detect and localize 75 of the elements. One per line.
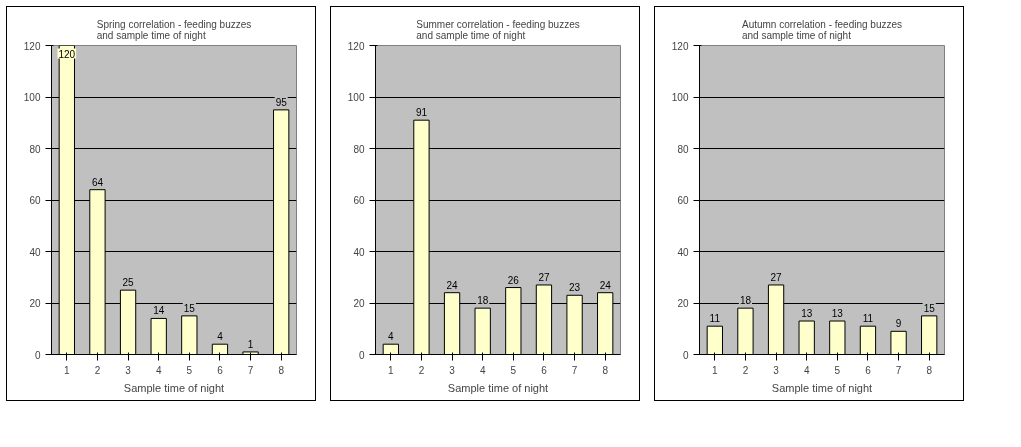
y-tick-label: 60 [677, 195, 689, 206]
x-tick-label: 8 [926, 364, 933, 376]
x-axis-title: Sample time of night [123, 381, 225, 394]
data-label: 1 [247, 338, 254, 350]
y-tick-label: 80 [677, 143, 689, 155]
chart-title: Autumn correlation - feeding buzzes and sample time of night [741, 18, 903, 41]
data-label: 95 [275, 96, 288, 108]
x-tick-label: 7 [571, 364, 578, 376]
y-tick-label: 120 [23, 40, 41, 52]
x-tick-label: 8 [602, 364, 609, 376]
data-label: 15 [183, 302, 196, 314]
x-tick-label: 5 [510, 364, 517, 376]
y-tick-label: 20 [353, 298, 365, 309]
data-label: 23 [569, 282, 581, 294]
y-tick-label: 60 [29, 195, 41, 206]
data-label: 120 [58, 48, 76, 60]
x-tick-label: 4 [155, 364, 162, 376]
x-tick-label: 6 [865, 364, 872, 376]
y-tick-label: 40 [29, 246, 41, 258]
y-tick-label: 60 [353, 195, 365, 206]
data-label: 13 [831, 308, 844, 320]
x-tick-label: 3 [449, 364, 456, 376]
y-tick-label: 80 [353, 143, 365, 155]
x-tick-label: 5 [834, 364, 841, 376]
y-tick-label: 120 [671, 40, 689, 52]
data-label: 24 [599, 279, 612, 291]
data-label: 13 [801, 308, 813, 320]
data-label: 91 [415, 107, 428, 119]
data-label: 11 [709, 313, 721, 325]
y-tick-label: 100 [671, 92, 689, 103]
x-tick-label: 1 [388, 364, 395, 376]
data-label: 4 [388, 331, 395, 343]
data-label: 25 [122, 277, 135, 289]
x-tick-label: 4 [803, 364, 810, 376]
y-tick-label: 40 [353, 246, 365, 258]
x-tick-label: 2 [742, 364, 749, 376]
data-label: 4 [217, 331, 224, 343]
data-label: 26 [507, 274, 520, 286]
chart-title: Spring correlation - feeding buzzes and sample time of night [96, 18, 252, 41]
y-tick-label: 80 [29, 143, 41, 155]
y-tick-label: 0 [34, 349, 41, 361]
x-tick-label: 2 [94, 364, 101, 376]
data-label: 18 [739, 295, 752, 307]
x-tick-label: 5 [186, 364, 193, 376]
x-axis-title: Sample time of night [447, 381, 549, 394]
y-tick-label: 120 [347, 40, 365, 52]
data-label: 9 [895, 318, 902, 330]
data-label: 64 [91, 176, 104, 188]
y-tick-label: 100 [23, 92, 41, 103]
x-tick-label: 7 [895, 364, 902, 376]
y-tick-label: 40 [677, 246, 689, 258]
data-label: 15 [923, 302, 936, 314]
data-label: 14 [153, 305, 165, 317]
y-tick-label: 100 [347, 92, 365, 103]
data-label: 27 [770, 271, 783, 283]
data-label: 27 [538, 271, 550, 283]
y-tick-label: 20 [29, 298, 41, 309]
x-tick-label: 2 [418, 364, 425, 376]
y-tick-label: 20 [677, 298, 689, 309]
data-label: 11 [862, 313, 874, 325]
y-tick-label: 0 [358, 349, 365, 361]
x-tick-label: 1 [64, 364, 71, 376]
x-tick-label: 4 [479, 364, 486, 376]
x-tick-label: 6 [217, 364, 224, 376]
x-tick-label: 7 [247, 364, 254, 376]
x-tick-label: 3 [773, 364, 780, 376]
x-tick-label: 3 [125, 364, 132, 376]
data-label: 24 [446, 279, 459, 291]
y-tick-label: 0 [682, 349, 689, 361]
data-label: 18 [477, 295, 489, 307]
x-tick-label: 1 [712, 364, 719, 376]
x-axis-title: Sample time of night [771, 381, 873, 394]
x-tick-label: 8 [278, 364, 285, 376]
chart-title: Summer correlation - feeding buzzes and sample time of night [416, 18, 580, 41]
x-tick-label: 6 [541, 364, 548, 376]
